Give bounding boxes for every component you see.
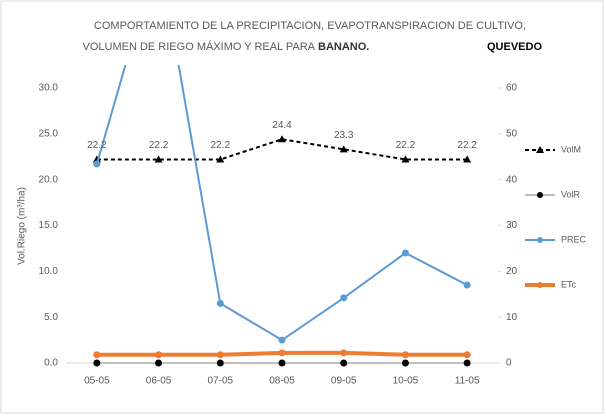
- data-label: 23.3: [334, 130, 354, 141]
- y-tick-label: 0.0: [44, 358, 58, 369]
- y2-tick-label: 0: [506, 358, 512, 369]
- legend-label: ETc: [561, 279, 577, 289]
- series-marker: [216, 299, 224, 307]
- data-label: 22.2: [457, 140, 477, 151]
- y2-tick-label: 10: [506, 312, 518, 323]
- series-marker: [216, 351, 224, 359]
- y2-tick-label: 60: [506, 83, 518, 94]
- y2-tick-label: 40: [506, 174, 518, 185]
- series-marker: [278, 349, 286, 357]
- series-marker: [278, 135, 286, 143]
- x-tick-label: 07-05: [207, 376, 233, 387]
- series-marker: [278, 336, 286, 344]
- series-marker: [93, 351, 101, 359]
- series-marker: [401, 359, 409, 367]
- x-tick-label: 06-05: [146, 376, 172, 387]
- series-marker: [463, 281, 471, 289]
- series-marker: [93, 160, 101, 168]
- series-marker: [340, 294, 348, 302]
- y-tick-label: 25.0: [39, 128, 59, 139]
- series-marker: [340, 359, 348, 367]
- series-marker: [340, 349, 348, 357]
- series-marker: [155, 351, 163, 359]
- x-tick-label: 10-05: [393, 376, 419, 387]
- data-label: 22.2: [149, 140, 169, 151]
- plot-area: [92, 65, 472, 367]
- legend-marker: [537, 192, 543, 198]
- legend-marker: [536, 146, 544, 153]
- series-marker: [401, 155, 410, 163]
- data-label: 24.4: [272, 120, 292, 131]
- series-marker: [93, 359, 101, 367]
- x-tick-label: 09-05: [331, 376, 357, 387]
- y-tick-label: 15.0: [39, 220, 59, 231]
- series-marker: [401, 351, 409, 359]
- chart-title-bold: BANANO.: [318, 41, 369, 53]
- series-marker: [463, 359, 471, 367]
- y2-tick-label: 20: [506, 266, 518, 277]
- series-marker: [155, 359, 163, 367]
- data-label: 22.2: [87, 140, 107, 151]
- chart-title: COMPORTAMIENTO DE LA PRECIPITACION, EVAP…: [94, 20, 526, 32]
- series-marker: [154, 155, 163, 163]
- x-tick-label: 05-05: [84, 376, 110, 387]
- series-marker: [216, 359, 224, 367]
- legend-label: VolR: [561, 189, 581, 199]
- y2-tick-label: 50: [506, 128, 518, 139]
- data-label: 22.2: [396, 140, 416, 151]
- legend-label: VolM: [561, 144, 581, 154]
- y-tick-label: 30.0: [39, 83, 59, 94]
- x-tick-label: 11-05: [455, 376, 480, 387]
- series-marker: [463, 351, 471, 359]
- series-marker: [401, 249, 409, 257]
- data-label: 22.2: [211, 140, 231, 151]
- y-tick-label: 10.0: [39, 266, 59, 277]
- x-tick-label: 08-05: [269, 376, 295, 387]
- legend-marker: [537, 237, 543, 243]
- series-marker: [278, 359, 286, 367]
- legend-marker: [537, 282, 543, 288]
- y-tick-label: 5.0: [44, 312, 58, 323]
- chart-title: VOLUMEN DE RIEGO MÁXIMO Y REAL PARA: [83, 40, 316, 53]
- legend-label: PREC: [561, 234, 587, 244]
- series-marker: [463, 155, 472, 163]
- y2-tick-label: 30: [506, 220, 518, 231]
- series-marker: [216, 155, 225, 163]
- chart-subtitle: QUEVEDO: [487, 41, 542, 53]
- y-axis-label: Vol.Riego (m³/ha): [17, 187, 28, 265]
- series-marker: [339, 145, 348, 153]
- y-tick-label: 20.0: [39, 174, 59, 185]
